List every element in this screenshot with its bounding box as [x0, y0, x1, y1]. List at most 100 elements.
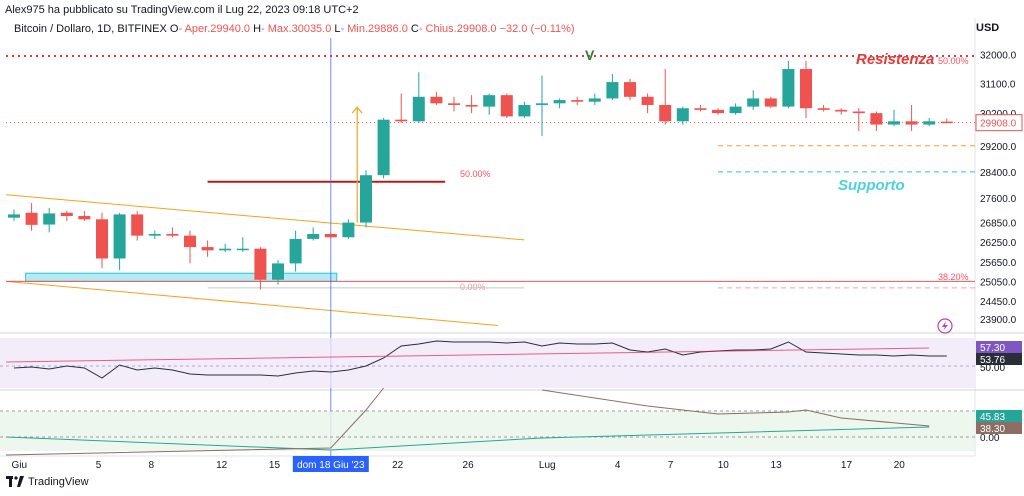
open-label: O [169, 23, 179, 35]
candle-body[interactable] [96, 219, 108, 259]
candle-body[interactable] [606, 82, 619, 99]
time-tick-label: dom 18 Giu '23 [297, 460, 365, 471]
support-label: Supporto [838, 177, 905, 194]
candle-body[interactable] [412, 96, 425, 122]
candle-body[interactable] [148, 234, 161, 236]
rsi-ma-line [5, 347, 930, 363]
candle-body[interactable] [184, 235, 196, 248]
fib-top-label: 50.00% [938, 56, 969, 66]
close-value: - Chius.29908.0 [418, 23, 497, 35]
candle-body[interactable] [236, 248, 249, 251]
candle-body[interactable] [870, 113, 883, 125]
candle-body[interactable] [307, 234, 320, 239]
rsi-badge-value: 57.30 [980, 343, 1005, 354]
channel-lower-line[interactable] [5, 280, 499, 326]
price-tick-label: 27600.0 [980, 194, 1017, 205]
publisher-line: Alex975 ha pubblicato su TradingView.com… [5, 4, 359, 16]
osc-signal-line [5, 426, 930, 451]
candle-body[interactable] [113, 214, 126, 259]
high-label: H [253, 23, 262, 35]
candle-body[interactable] [395, 119, 408, 122]
candle-body[interactable] [78, 216, 91, 220]
wave-label: V [585, 47, 595, 63]
osc-badge-bg [976, 410, 1022, 422]
price-tick-label: 32000.0 [980, 50, 1017, 61]
candle-body[interactable] [940, 121, 953, 124]
candle-body[interactable] [8, 214, 20, 218]
fib-mid-label: 50.00% [460, 169, 491, 179]
candle-body[interactable] [272, 263, 284, 280]
time-tick-label: 22 [392, 460, 404, 471]
candle-body[interactable] [571, 100, 584, 102]
footer-brand[interactable]: TradingView [6, 476, 89, 488]
candle-body[interactable] [817, 108, 830, 110]
symbol-label[interactable]: Bitcoin / Dollaro, 1D, BITFINEX [14, 23, 167, 35]
ohlc-legend: Bitcoin / Dollaro, 1D, BITFINEX O- Aper.… [14, 23, 575, 35]
candle-body[interactable] [588, 98, 601, 102]
candle-body[interactable] [553, 100, 566, 104]
candle-body[interactable] [254, 248, 267, 280]
candle-body[interactable] [712, 109, 724, 114]
candle-body[interactable] [518, 104, 531, 117]
candle-body[interactable] [852, 111, 865, 114]
open-value: - Aper.29940.0 [178, 23, 251, 35]
candle-body[interactable] [764, 98, 777, 107]
currency-label[interactable]: USD [976, 22, 1000, 34]
candle-body[interactable] [659, 104, 672, 122]
candle-body[interactable] [43, 213, 56, 225]
candle-body[interactable] [465, 104, 478, 107]
candle-body[interactable] [324, 234, 337, 238]
osc-band [0, 411, 975, 451]
candle-body[interactable] [676, 108, 689, 122]
candle-body[interactable] [430, 96, 443, 104]
candle-body[interactable] [60, 212, 73, 217]
candle-body[interactable] [500, 95, 513, 117]
lightning-bolt-icon [942, 321, 948, 331]
rsi-line [13, 340, 947, 379]
time-tick-label: 10 [718, 460, 730, 471]
candle-body[interactable] [747, 98, 760, 107]
candle-body[interactable] [905, 121, 918, 125]
time-tick-label: 8 [148, 460, 154, 471]
close-label: C [410, 23, 419, 35]
time-tick-label: 7 [668, 460, 674, 471]
support-zone-box[interactable] [25, 272, 338, 282]
time-tick-label: 15 [269, 460, 281, 471]
channel-upper-line[interactable] [5, 194, 525, 241]
candle-body[interactable] [641, 96, 654, 105]
price-chart[interactable]: 32000.031100.030200.029200.028400.027600… [0, 0, 1024, 476]
candle-body[interactable] [729, 106, 742, 114]
candle-body[interactable] [800, 69, 812, 109]
osc-badge-value: 38.30 [980, 424, 1005, 435]
candle-body[interactable] [888, 121, 900, 125]
high-value: - Max.30035.0 [261, 23, 332, 35]
fib-low-label: 38.20% [938, 272, 969, 282]
time-tick-label: 26 [463, 460, 475, 471]
candle-body[interactable] [448, 103, 460, 105]
candle-body[interactable] [694, 108, 707, 110]
candle-body[interactable] [25, 212, 38, 225]
fib-zero-label: 0.00% [460, 282, 486, 292]
candle-body[interactable] [624, 82, 636, 97]
price-tick-label: 26250.0 [980, 238, 1017, 249]
candle-body[interactable] [289, 238, 302, 264]
candle-body[interactable] [360, 175, 372, 223]
last-price-text: 29908.0 [980, 119, 1017, 130]
candle-body[interactable] [131, 214, 144, 236]
candle-body[interactable] [536, 103, 548, 105]
time-tick-label: 13 [771, 460, 783, 471]
candle-body[interactable] [835, 109, 848, 112]
time-tick-label: 5 [96, 460, 102, 471]
candle-body[interactable] [342, 222, 355, 238]
candle-body[interactable] [782, 69, 795, 107]
candle-body[interactable] [201, 247, 214, 251]
candle-body[interactable] [377, 119, 390, 176]
osc-zero-label: 0.00 [980, 433, 1000, 444]
candle-body[interactable] [483, 95, 496, 107]
price-tick-label: 25050.0 [980, 277, 1017, 288]
candle-body[interactable] [923, 121, 936, 125]
alert-lightning-icon[interactable] [937, 318, 953, 334]
candle-body[interactable] [166, 234, 179, 236]
candle-body[interactable] [219, 248, 232, 251]
footer-brand-label: TradingView [28, 476, 89, 488]
